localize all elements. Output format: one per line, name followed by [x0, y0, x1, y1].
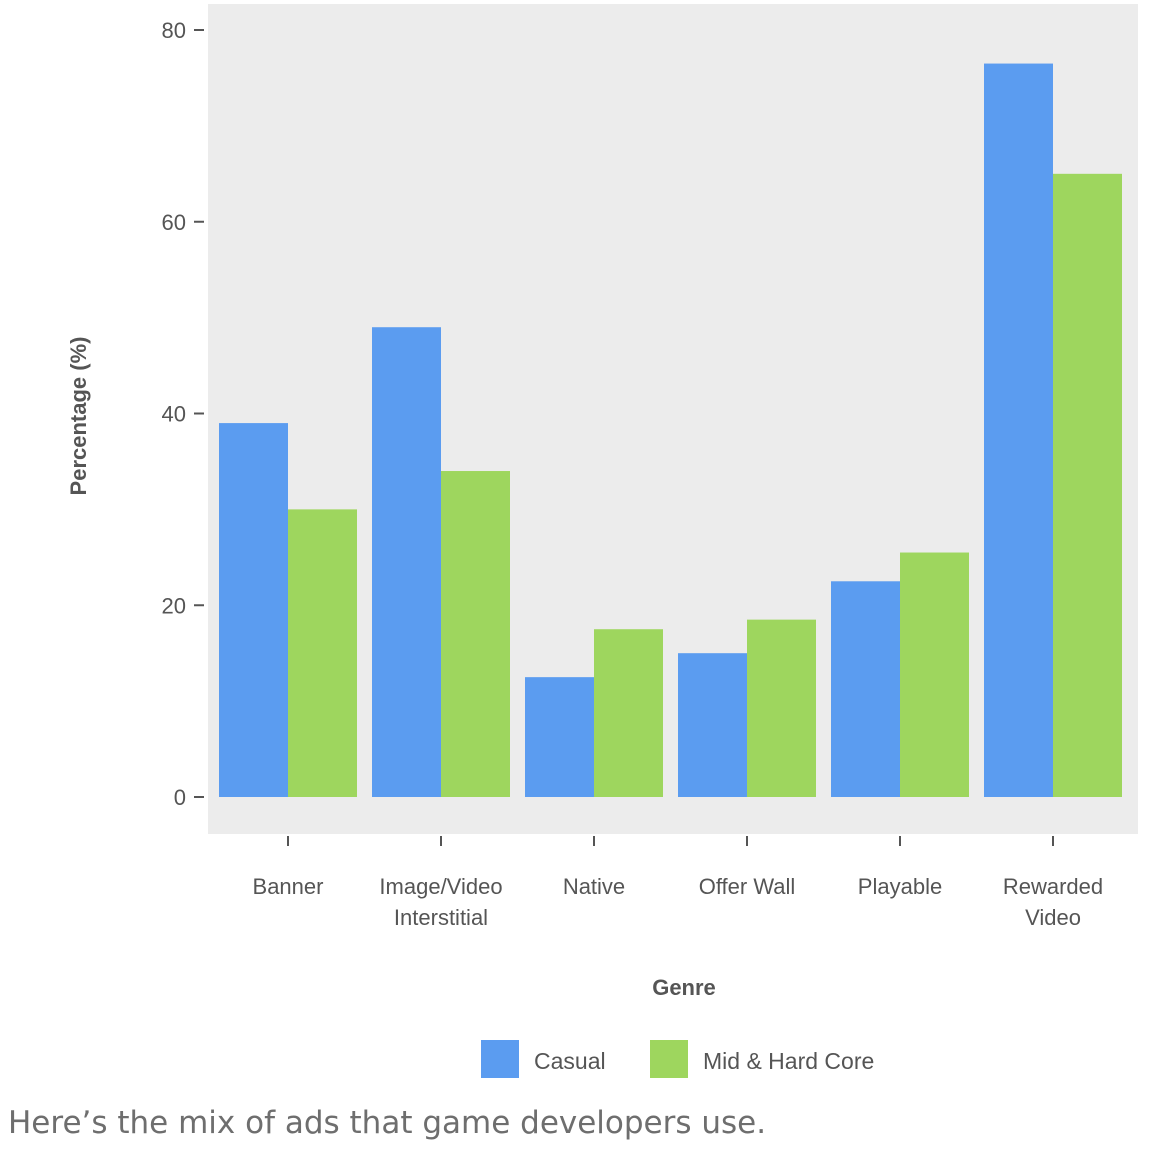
bar-casual-0: [219, 423, 288, 797]
legend: Casual Mid & Hard Core: [481, 1040, 874, 1078]
bar-casual-1: [372, 327, 441, 797]
x-tick-label: Playable: [858, 874, 942, 899]
x-tick-label: Native: [563, 874, 625, 899]
y-axis-title: Percentage (%): [66, 337, 91, 496]
x-tick-label: Banner: [253, 874, 324, 899]
legend-swatch-mid-hard-core: [650, 1040, 688, 1078]
y-tick-label: 0: [174, 785, 186, 810]
y-tick-label: 80: [162, 18, 186, 43]
bar-mid-hard-core-5: [1053, 173, 1122, 797]
bar-casual-4: [831, 581, 900, 797]
caption: Here’s the mix of ads that game develope…: [8, 1105, 767, 1141]
bar-mid-hard-core-4: [900, 552, 969, 797]
legend-swatch-casual: [481, 1040, 519, 1078]
bar-casual-3: [678, 653, 747, 797]
x-tick-label: Offer Wall: [699, 874, 796, 899]
y-tick-label: 40: [162, 402, 186, 427]
x-axis: Banner Image/Video Interstitial Native Offer…: [253, 836, 1103, 930]
chart: 0 20 40 60 80 Banner Image/Video Interstitial N…: [66, 4, 1138, 1078]
bar-mid-hard-core-3: [747, 619, 816, 797]
x-tick-label: Image/Video Interstitial: [379, 874, 502, 930]
y-tick-label: 60: [162, 210, 186, 235]
x-axis-title: Genre: [652, 975, 716, 1000]
bar-mid-hard-core-2: [594, 629, 663, 797]
y-axis: 0 20 40 60 80: [162, 18, 204, 810]
plot-background: [208, 4, 1138, 834]
bar-casual-5: [984, 63, 1053, 797]
bars: [219, 63, 1122, 797]
legend-label-mid-hard-core: Mid & Hard Core: [703, 1048, 874, 1074]
legend-label-casual: Casual: [534, 1048, 606, 1074]
x-tick-label: Rewarded Video: [1003, 874, 1103, 930]
y-tick-label: 20: [162, 593, 186, 618]
bar-casual-2: [525, 677, 594, 797]
bar-mid-hard-core-1: [441, 471, 510, 797]
bar-mid-hard-core-0: [288, 509, 357, 797]
